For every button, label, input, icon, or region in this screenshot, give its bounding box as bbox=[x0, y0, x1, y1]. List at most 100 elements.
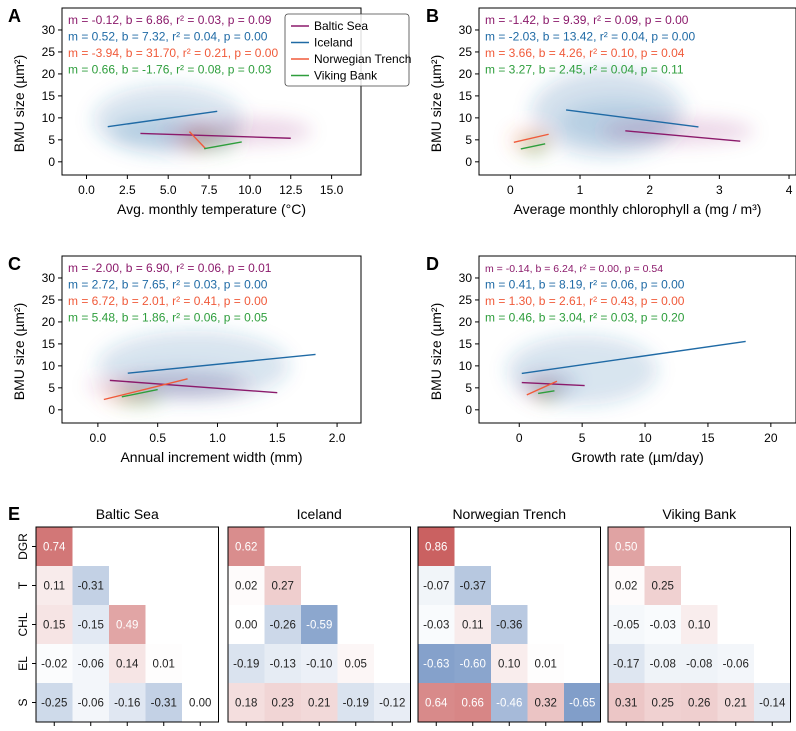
regression-line-baltic-sea bbox=[521, 381, 585, 387]
heatmap-value: 0.05 bbox=[345, 659, 367, 671]
heatmap-value: 0.00 bbox=[189, 698, 211, 710]
heatmap-cell bbox=[681, 644, 718, 683]
heatmap-value: 0.10 bbox=[688, 620, 710, 632]
x-tick-label: 10.0 bbox=[238, 183, 262, 197]
stats-text: m = -3.94, b = 31.70, r² = 0.21, p = 0.0… bbox=[68, 46, 278, 60]
legend-entry: Baltic Sea bbox=[314, 19, 368, 33]
heatmap-value: 0.10 bbox=[498, 659, 520, 671]
x-tick-label: 2.0 bbox=[329, 431, 346, 445]
regression-line-iceland bbox=[127, 353, 316, 374]
y-tick-label: 0 bbox=[465, 403, 472, 417]
y-tick-label: 20 bbox=[42, 315, 56, 329]
heatmap-cell bbox=[36, 683, 73, 722]
heatmap-cell bbox=[264, 683, 301, 722]
y-tick-label: 20 bbox=[42, 67, 56, 81]
heatmap-value: 0.14 bbox=[116, 659, 139, 671]
legend-entry: Iceland bbox=[314, 36, 353, 50]
y-tick-label: CHL bbox=[16, 612, 30, 636]
y-tick-label: 30 bbox=[459, 271, 473, 285]
heatmap-cell bbox=[301, 644, 338, 683]
density-blob bbox=[191, 134, 237, 153]
heatmap-cell bbox=[109, 683, 146, 722]
heatmap-cell bbox=[418, 605, 455, 644]
heatmap-value: 0.27 bbox=[272, 581, 294, 593]
y-tick-label: 25 bbox=[42, 45, 56, 59]
heatmap-title: Iceland bbox=[297, 506, 342, 522]
heatmap-cell bbox=[264, 566, 301, 605]
heatmap-value: 0.74 bbox=[43, 542, 66, 554]
stats-text: m = -0.12, b = 6.86, r² = 0.03, p = 0.09 bbox=[68, 13, 272, 27]
plot-frame bbox=[61, 7, 362, 176]
panel-letter-A: A bbox=[8, 6, 21, 26]
x-axis-label: Growth rate (µm/day) bbox=[571, 449, 704, 465]
x-tick-label: 5.0 bbox=[160, 183, 177, 197]
plot-frame bbox=[61, 255, 362, 424]
regression-line-baltic-sea bbox=[109, 379, 278, 394]
heatmap-cell bbox=[608, 527, 645, 566]
density-blob bbox=[506, 335, 658, 406]
y-tick-label: 0 bbox=[48, 155, 55, 169]
x-tick-label: 5 bbox=[579, 431, 586, 445]
heatmap-cell bbox=[264, 605, 301, 644]
regression-line-baltic-sea bbox=[140, 132, 291, 139]
heatmap-value: 0.62 bbox=[235, 542, 257, 554]
heatmap-value: -0.08 bbox=[650, 659, 676, 671]
heatmap-value: 0.02 bbox=[615, 581, 637, 593]
heatmap-cell bbox=[72, 644, 109, 683]
heatmap-cell bbox=[608, 644, 645, 683]
heatmap-value: 0.25 bbox=[652, 698, 674, 710]
y-tick-label: 5 bbox=[48, 381, 55, 395]
heatmap-cell bbox=[644, 566, 681, 605]
heatmap-value: -0.07 bbox=[423, 581, 449, 593]
heatmap-cell bbox=[418, 644, 455, 683]
x-tick-label: 1.5 bbox=[269, 431, 286, 445]
regression-line-norwegian-trench bbox=[526, 380, 558, 396]
heatmap-value: 0.49 bbox=[116, 620, 138, 632]
heatmap-value: -0.17 bbox=[613, 659, 639, 671]
heatmap-value: 0.21 bbox=[725, 698, 747, 710]
heatmap-cell bbox=[228, 527, 265, 566]
heatmap-cell bbox=[418, 527, 455, 566]
heatmap-cell bbox=[491, 644, 528, 683]
heatmap-cell bbox=[527, 683, 564, 722]
heatmap-cell bbox=[681, 605, 718, 644]
x-tick-label: 15 bbox=[701, 431, 715, 445]
x-tick-label: 3 bbox=[716, 183, 723, 197]
heatmap-value: 0.32 bbox=[535, 698, 557, 710]
stats-text: m = 3.27, b = 2.45, r² = 0.04, p = 0.11 bbox=[485, 63, 684, 77]
y-tick-label: 15 bbox=[42, 89, 56, 103]
x-tick-label: 1 bbox=[577, 183, 584, 197]
density-blob bbox=[600, 117, 755, 145]
density-clouds bbox=[506, 335, 658, 406]
heatmap-cell bbox=[36, 644, 73, 683]
x-tick-label: 0.5 bbox=[149, 431, 166, 445]
heatmap-cell bbox=[109, 644, 146, 683]
heatmap-value: -0.59 bbox=[306, 620, 332, 632]
heatmap-value: -0.13 bbox=[270, 659, 296, 671]
x-axis-label: Annual increment width (mm) bbox=[120, 449, 302, 465]
heatmap-title: Viking Bank bbox=[662, 506, 737, 522]
heatmap-value: -0.06 bbox=[723, 659, 749, 671]
heatmap-cell bbox=[454, 644, 491, 683]
heatmap-cell bbox=[72, 566, 109, 605]
heatmap-cell bbox=[608, 605, 645, 644]
y-tick-label: 25 bbox=[42, 293, 56, 307]
y-axis-label: BMU size (µm²) bbox=[428, 55, 444, 153]
stats-text: m = 1.30, b = 2.61, r² = 0.43, p = 0.00 bbox=[485, 294, 685, 308]
y-tick-label: DGR bbox=[16, 533, 30, 560]
y-tick-label: 5 bbox=[465, 381, 472, 395]
stats-text: m = 0.52, b = 7.32, r² = 0.04, p = 0.00 bbox=[68, 30, 268, 44]
plot-frame bbox=[478, 7, 796, 176]
regression-line-viking-bank bbox=[538, 390, 555, 395]
regression-line-viking-bank bbox=[121, 388, 158, 398]
stats-text: m = -0.14, b = 6.24, r² = 0.00, p = 0.54 bbox=[485, 263, 663, 275]
x-tick-label: 0 bbox=[507, 183, 514, 197]
heatmap-value: 0.18 bbox=[235, 698, 257, 710]
stats-text: m = 3.66, b = 4.26, r² = 0.10, p = 0.04 bbox=[485, 46, 685, 60]
y-axis-label: BMU size (µm²) bbox=[11, 55, 27, 153]
heatmap-value: 0.86 bbox=[425, 542, 447, 554]
heatmap-value: 0.02 bbox=[235, 581, 257, 593]
heatmap-value: -0.16 bbox=[114, 698, 140, 710]
y-tick-label: 0 bbox=[465, 155, 472, 169]
legend: Baltic Sea Iceland Norwegian Trench Viking … bbox=[284, 13, 411, 87]
